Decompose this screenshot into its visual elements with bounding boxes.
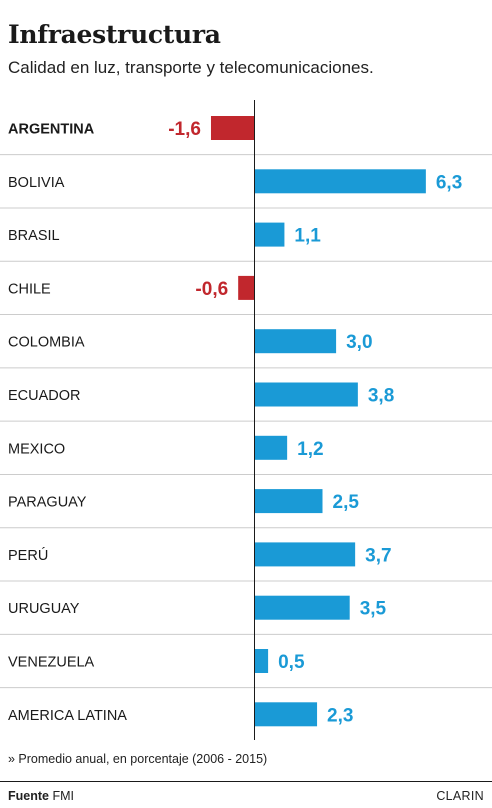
value-label: 3,8 [368,386,394,407]
footnote: » Promedio anual, en porcentaje (2006 - … [8,752,268,766]
chart-title: Infraestructura [8,20,221,49]
bar [254,435,288,460]
value-label: 3,5 [360,599,387,620]
bar [254,702,318,727]
source-label: Fuente [8,789,49,803]
value-label: 1,1 [294,226,321,247]
category-label: COLOMBIA [8,335,85,351]
bar [210,116,255,140]
bar [254,222,285,247]
category-label: PERÚ [8,547,48,564]
category-label: CHILE [8,281,51,297]
bar [254,382,358,407]
category-label: VENEZUELA [8,655,95,671]
bar [238,275,255,300]
value-label: 1,2 [297,439,323,460]
chart-subtitle: Calidad en luz, transporte y telecomunic… [8,58,374,77]
value-label: -0,6 [195,279,228,300]
category-label: PARAGUAY [8,495,87,511]
value-label: 3,7 [365,545,391,566]
category-label: BRASIL [8,228,60,244]
value-label: 6,3 [436,172,462,193]
bar [254,329,337,354]
bar [254,542,356,567]
source-name: FMI [52,789,74,803]
category-label: URUGUAY [8,601,80,617]
value-label: 2,5 [333,492,360,513]
footer-divider [0,781,492,782]
value-label: 3,0 [346,332,372,353]
source-line: Fuente FMI [8,789,74,803]
value-label: 0,5 [278,652,305,673]
category-label: MEXICO [8,441,65,457]
category-label: AMERICA LATINA [8,708,127,724]
value-label: 2,3 [327,705,353,726]
bar-chart: ARGENTINA -1,6 BOLIVIA 6,3 BRASIL 1,1 CHILE -0,… [0,100,492,740]
category-label: ARGENTINA [8,122,95,138]
bar [254,169,426,194]
bar [254,489,323,514]
bar [254,649,269,673]
value-label: -1,6 [168,119,201,140]
bar [254,595,350,620]
category-label: ECUADOR [8,388,81,404]
category-label: BOLIVIA [8,175,65,191]
brand-name: CLARIN [436,789,484,803]
